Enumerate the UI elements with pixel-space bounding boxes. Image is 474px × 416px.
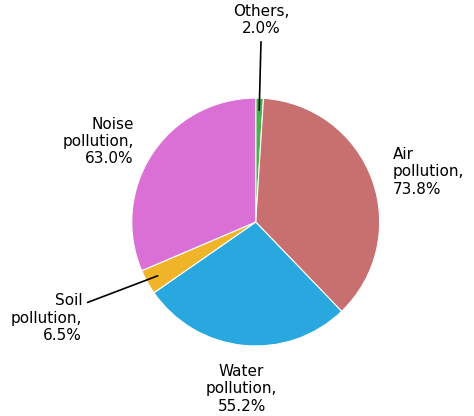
Text: Water
pollution,
55.2%: Water pollution, 55.2%: [206, 364, 277, 414]
Text: Soil
pollution,
6.5%: Soil pollution, 6.5%: [11, 276, 158, 343]
Wedge shape: [132, 98, 256, 271]
Text: Air
pollution,
73.8%: Air pollution, 73.8%: [393, 147, 465, 196]
Text: Noise
pollution,
63.0%: Noise pollution, 63.0%: [62, 116, 134, 166]
Wedge shape: [256, 98, 380, 311]
Wedge shape: [154, 222, 342, 346]
Text: Others,
2.0%: Others, 2.0%: [233, 4, 290, 110]
Wedge shape: [142, 222, 256, 293]
Wedge shape: [256, 98, 264, 222]
